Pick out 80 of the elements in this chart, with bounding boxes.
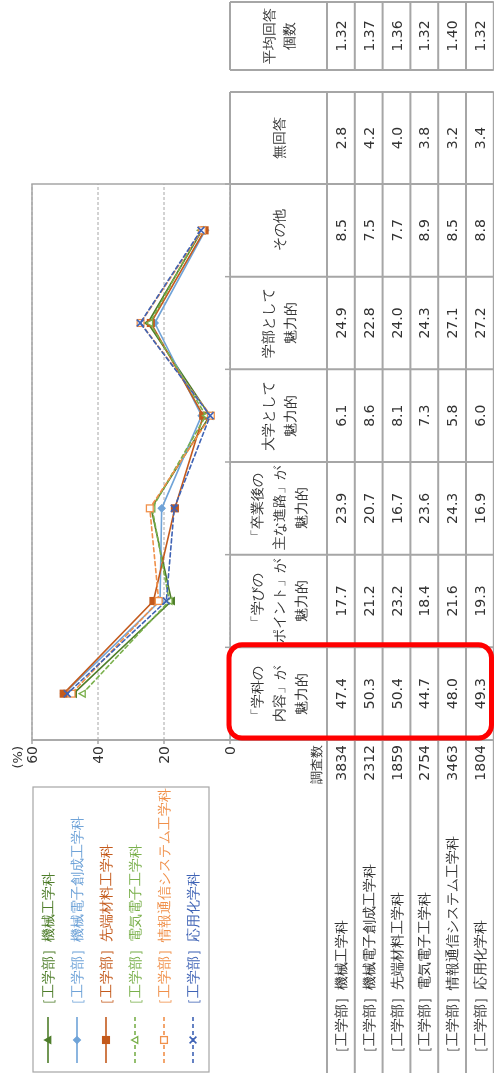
data-label: 27.2 (471, 307, 488, 339)
data-label: 4.2 (360, 126, 377, 150)
y-tick-label: 「学科の内容」が魅力的 (248, 664, 309, 722)
y-tick-label: 学部として魅力的 (259, 288, 298, 358)
data-label: 2312 (360, 745, 377, 781)
data-label: 1.32 (471, 20, 488, 52)
data-label: 48.0 (444, 678, 461, 710)
data-label: 2.8 (332, 126, 349, 150)
text: ［工学部］先端材料工学科 (98, 844, 114, 1012)
text: ［工学部］情報通信システム工学科 (156, 788, 172, 1012)
data-label: 24.3 (416, 307, 433, 339)
text: ［工学部］応用化学科 (185, 872, 201, 1012)
text: 平均回答個数 (260, 8, 297, 64)
data-label: 21.2 (360, 585, 377, 617)
data-label: 23.6 (416, 492, 433, 524)
data-label: 47.4 (332, 677, 349, 710)
y-tick-label: 大学として魅力的 (259, 380, 298, 451)
text: 調査数 (308, 745, 324, 784)
data-label: 7.5 (360, 219, 377, 242)
data-label: 1.32 (416, 20, 433, 52)
data-label: 23.9 (332, 492, 349, 524)
data-label: 4.0 (388, 126, 405, 150)
data-label: 3463 (444, 745, 461, 781)
data-label: 1.36 (388, 20, 405, 52)
text: ［工学部］機械電子創成工学科 (69, 816, 85, 1012)
x-tick-label: 40 (90, 746, 106, 764)
data-label: 3.4 (471, 126, 488, 150)
data-label: 1.40 (444, 20, 461, 52)
x-tick-label: 60 (24, 746, 40, 764)
category-label: ［工学部］機械工学科 (332, 920, 349, 1060)
data-label: 8.1 (388, 404, 405, 427)
y-tick-label: その他 (270, 209, 287, 252)
category-label: ［工学部］応用化学科 (471, 920, 488, 1060)
data-label: 6.1 (332, 404, 349, 427)
category-label: ［工学部］情報通信システム工学科 (444, 836, 461, 1060)
category-label: ［工学部］機械電子創成工学科 (360, 864, 377, 1060)
data-label: 50.3 (360, 678, 377, 710)
x-tick-label: 0 (222, 746, 238, 755)
data-label: 21.6 (444, 585, 461, 617)
text: ［工学部］機械工学科 (40, 872, 56, 1012)
data-label: 8.8 (471, 219, 488, 242)
data-label: 24.0 (388, 307, 405, 339)
data-label: 24.3 (444, 492, 461, 524)
data-label: 22.8 (360, 307, 377, 339)
data-label: 50.4 (388, 677, 405, 710)
data-label: 8.5 (444, 219, 461, 242)
data-label: 2754 (416, 744, 433, 781)
data-label: 3.8 (416, 126, 433, 150)
y-tick-label: 「卒業後の主な進路」が魅力的 (248, 465, 309, 551)
data-label: 16.7 (388, 492, 405, 524)
data-label: 44.7 (416, 678, 433, 710)
data-label: 7.3 (416, 404, 433, 427)
category-label: ［工学部］電気電子工学科 (416, 892, 433, 1060)
data-label: 24.9 (332, 307, 349, 339)
x-tick-label: 20 (156, 746, 172, 764)
text: (%) (9, 746, 25, 769)
data-label: 3.2 (444, 126, 461, 150)
data-label: 1.37 (360, 20, 377, 52)
data-label: 19.3 (471, 585, 488, 617)
data-label: 17.7 (332, 585, 349, 617)
data-label: 18.4 (416, 585, 433, 617)
category-label: ［工学部］先端材料工学科 (388, 892, 405, 1060)
data-label: 20.7 (360, 492, 377, 524)
data-label: 1804 (471, 744, 488, 781)
data-label: 49.3 (471, 678, 488, 710)
y-tick-label: 「学びのポイント」が魅力的 (248, 558, 309, 643)
data-label: 1859 (388, 745, 405, 781)
data-label: 8.5 (332, 219, 349, 242)
text: 無回答 (270, 117, 287, 159)
data-label: 3834 (332, 744, 349, 781)
data-label: 6.0 (471, 404, 488, 427)
data-label: 7.7 (388, 219, 405, 242)
data-label: 23.2 (388, 585, 405, 617)
data-label: 16.9 (471, 492, 488, 524)
data-label: 5.8 (444, 404, 461, 427)
data-label: 1.32 (332, 20, 349, 52)
data-label: 27.1 (444, 307, 461, 339)
data-label: 8.6 (360, 404, 377, 427)
text: ［工学部］電気電子工学科 (127, 844, 143, 1012)
data-label: 8.9 (416, 219, 433, 242)
